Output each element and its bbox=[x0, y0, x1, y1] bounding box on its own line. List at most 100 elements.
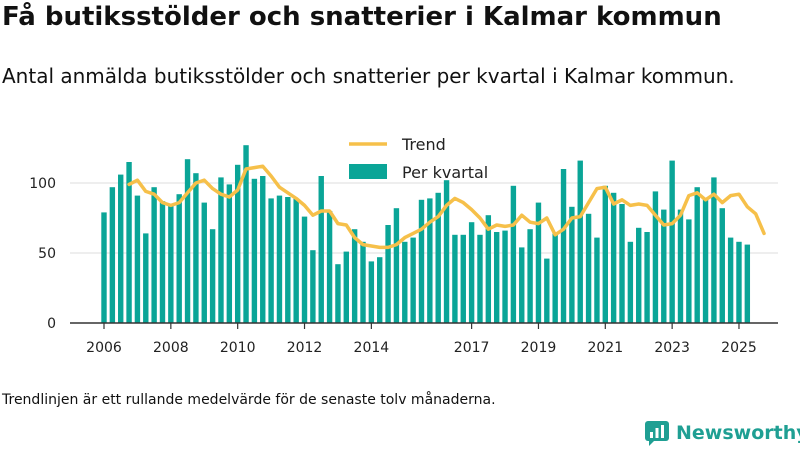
bar bbox=[727, 237, 734, 323]
bar bbox=[585, 213, 592, 323]
bar bbox=[627, 241, 634, 323]
bar bbox=[418, 199, 425, 323]
x-tick-label: 2025 bbox=[721, 340, 757, 356]
bar bbox=[452, 234, 458, 323]
bar-series bbox=[101, 145, 751, 323]
chart-title: Få butiksstölder och snatterier i Kalmar… bbox=[2, 2, 722, 32]
brand: Newsworthy bbox=[644, 418, 800, 448]
legend-label-trend: Trend bbox=[401, 135, 446, 154]
bar bbox=[193, 173, 199, 323]
bar bbox=[134, 195, 141, 323]
bar bbox=[118, 174, 124, 323]
x-tick-label: 2017 bbox=[454, 340, 490, 356]
bar bbox=[218, 177, 224, 323]
bar bbox=[126, 162, 132, 323]
bar bbox=[594, 237, 600, 323]
axes: 0 50 100 2006 2008 2010 2012 2014 2017 2019 2021 20… bbox=[29, 176, 778, 356]
bar bbox=[343, 251, 349, 323]
chart: 0 50 100 2006 2008 2010 2012 2014 2017 2019 2021 20… bbox=[29, 135, 778, 356]
bar bbox=[368, 261, 375, 323]
bar bbox=[744, 244, 751, 323]
bar bbox=[159, 201, 166, 323]
bar bbox=[736, 241, 742, 323]
bar bbox=[310, 250, 316, 323]
y-tick-label: 100 bbox=[29, 176, 56, 192]
bar bbox=[519, 247, 525, 323]
bar bbox=[711, 177, 717, 323]
bar bbox=[101, 212, 107, 323]
bar bbox=[410, 237, 416, 323]
bar bbox=[393, 208, 400, 323]
bar bbox=[686, 219, 692, 323]
brand-name: Newsworthy bbox=[676, 422, 800, 444]
bar bbox=[602, 185, 608, 323]
bar bbox=[677, 209, 684, 323]
bar bbox=[151, 187, 157, 323]
bar bbox=[209, 229, 216, 323]
bar bbox=[644, 232, 650, 323]
bar bbox=[468, 222, 475, 323]
footnote: Trendlinjen är ett rullande medelvärde f… bbox=[2, 392, 496, 408]
bar bbox=[276, 195, 283, 323]
bar bbox=[485, 215, 492, 323]
bar bbox=[577, 160, 583, 323]
bar bbox=[260, 176, 266, 323]
bar bbox=[377, 257, 383, 323]
bar bbox=[502, 230, 508, 323]
bar bbox=[243, 145, 249, 323]
bar bbox=[661, 209, 667, 323]
bar bbox=[109, 187, 116, 323]
bar bbox=[527, 229, 533, 323]
bar bbox=[669, 160, 675, 323]
bar bbox=[619, 204, 625, 323]
bar bbox=[293, 198, 299, 323]
bar bbox=[351, 229, 358, 323]
bar bbox=[143, 233, 149, 323]
bar bbox=[552, 233, 558, 323]
bar bbox=[460, 234, 466, 323]
bar bbox=[402, 241, 408, 323]
bar bbox=[610, 192, 617, 323]
bar bbox=[226, 184, 233, 323]
bar bbox=[569, 206, 575, 323]
bar bbox=[702, 198, 709, 323]
y-tick-label: 0 bbox=[47, 316, 56, 332]
bar bbox=[719, 208, 725, 323]
legend-label-per-kvartal: Per kvartal bbox=[402, 163, 488, 182]
x-tick-label: 2008 bbox=[153, 340, 189, 356]
x-tick-label: 2019 bbox=[521, 340, 557, 356]
bar bbox=[268, 198, 274, 323]
y-tick-label: 50 bbox=[38, 246, 56, 262]
bar bbox=[443, 180, 450, 323]
trend-line bbox=[127, 164, 766, 250]
bar bbox=[285, 197, 291, 323]
bar bbox=[360, 241, 366, 323]
bar bbox=[694, 187, 700, 323]
bar bbox=[477, 234, 483, 323]
bar bbox=[176, 194, 182, 323]
legend-swatch-per-kvartal bbox=[349, 164, 387, 179]
trend-series bbox=[127, 164, 766, 250]
bar bbox=[335, 264, 341, 323]
x-tick-label: 2010 bbox=[220, 340, 256, 356]
x-tick-label: 2012 bbox=[287, 340, 323, 356]
bar bbox=[652, 191, 659, 323]
bar bbox=[535, 202, 542, 323]
chart-subtitle: Antal anmälda butiksstölder och snatteri… bbox=[2, 64, 735, 88]
bar bbox=[544, 258, 550, 323]
bar bbox=[251, 178, 258, 323]
bar bbox=[560, 169, 567, 323]
bar bbox=[184, 159, 191, 323]
bar bbox=[385, 225, 391, 323]
bar bbox=[168, 205, 174, 323]
legend: Trend Per kvartal bbox=[349, 135, 488, 182]
bar bbox=[301, 216, 308, 323]
bar bbox=[493, 232, 500, 323]
bar bbox=[318, 176, 324, 323]
x-tick-label: 2023 bbox=[654, 340, 690, 356]
bar bbox=[234, 164, 241, 323]
x-tick-label: 2006 bbox=[86, 340, 122, 356]
bar bbox=[201, 202, 207, 323]
bar bbox=[427, 198, 433, 323]
newsworthy-logo-icon bbox=[645, 421, 669, 446]
